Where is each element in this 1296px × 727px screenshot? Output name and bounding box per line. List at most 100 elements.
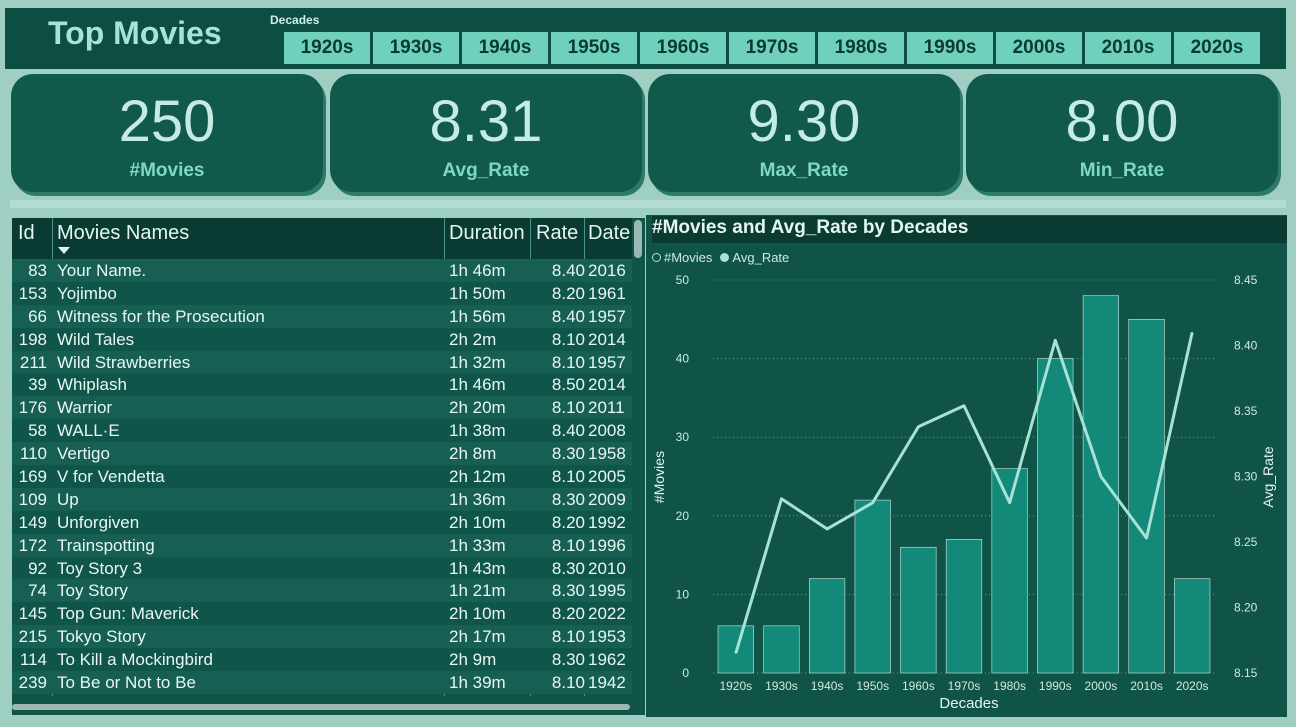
cell-rate: 8.20 (551, 604, 585, 624)
cell-id: 215 (18, 627, 47, 647)
table-row[interactable]: 39 Whiplash 1h 46m 8.50 2014 (12, 373, 632, 397)
cell-date: 1996 (588, 535, 626, 555)
decade-button-2000s[interactable]: 2000s (995, 31, 1083, 65)
table-row[interactable]: 114 To Kill a Mockingbird 2h 9m 8.30 1962 (12, 648, 632, 672)
cell-date: 1957 (588, 306, 626, 326)
column-header-date[interactable]: Date (588, 222, 631, 244)
decade-button-2010s[interactable]: 2010s (1084, 31, 1172, 65)
cell-movie-name: Witness for the Prosecution (57, 306, 265, 326)
table-row[interactable]: 239 To Be or Not to Be 1h 39m 8.10 1942 (12, 671, 632, 694)
cell-movie-name: Your Name. (57, 261, 147, 280)
bar-1940s (808, 578, 846, 674)
table-row[interactable]: 211 Wild Strawberries 1h 32m 8.10 1957 (12, 350, 632, 374)
table-row[interactable]: 215 Tokyo Story 2h 17m 8.10 1953 (12, 625, 632, 649)
table-row[interactable]: 153 Yojimbo 1h 50m 8.20 1961 (12, 281, 632, 305)
table-row[interactable]: 149 Unforgiven 2h 10m 8.20 1992 (12, 510, 632, 534)
cell-id: 83 (28, 261, 47, 280)
sort-descending-icon (58, 247, 70, 254)
decade-button-1930s[interactable]: 1930s (372, 31, 460, 65)
table-row[interactable]: 145 Top Gun: Maverick 2h 10m 8.20 2022 (12, 602, 632, 626)
chart-legend: #Movies Avg_Rate (652, 250, 797, 265)
cell-duration: 1h 33m (449, 535, 506, 555)
cell-rate: 8.30 (551, 650, 585, 670)
x-tick-label: 1950s (856, 679, 889, 693)
y2-tick-label: 8.20 (1234, 601, 1258, 615)
kpi-card-max-rate: 9.30 Max_Rate (648, 74, 960, 192)
cell-rate: 8.50 (551, 375, 585, 395)
y2-tick-label: 8.45 (1234, 273, 1258, 287)
cell-duration: 1h 36m (449, 489, 506, 509)
decade-button-1990s[interactable]: 1990s (906, 31, 994, 65)
cell-movie-name: Tokyo Story (57, 627, 146, 647)
table-row[interactable]: 169 V for Vendetta 2h 12m 8.10 2005 (12, 465, 632, 488)
decade-button-1980s[interactable]: 1980s (817, 31, 905, 65)
cell-rate: 8.30 (551, 581, 585, 601)
cell-duration: 2h 17m (449, 627, 506, 647)
bar-1930s (763, 625, 800, 674)
column-header-id[interactable]: Id (18, 222, 35, 244)
legend-item-movies[interactable]: #Movies (652, 250, 712, 265)
column-header-rate[interactable]: Rate (536, 222, 579, 244)
table-row[interactable]: 110 Vertigo 2h 8m 8.30 1958 (12, 442, 632, 466)
decade-button-1940s[interactable]: 1940s (461, 31, 549, 65)
chart-title: #Movies and Avg_Rate by Decades (652, 217, 969, 238)
cell-date: 1942 (588, 673, 626, 693)
kpi-card-movies: 250 #Movies (11, 74, 323, 192)
table-row[interactable]: 58 WALL·E 1h 38m 8.40 2008 (12, 419, 632, 443)
bar-2010s (1128, 319, 1165, 674)
cell-id: 110 (19, 444, 47, 464)
decade-button-1960s[interactable]: 1960s (639, 31, 727, 65)
table-row[interactable]: 176 Warrior 2h 20m 8.10 2011 (12, 396, 632, 420)
cell-duration: 1h 50m (449, 283, 506, 303)
cell-movie-name: Vertigo (57, 444, 110, 464)
y2-tick-label: 8.25 (1234, 535, 1258, 549)
vertical-scrollbar[interactable] (634, 220, 642, 258)
decade-button-2020s[interactable]: 2020s (1173, 31, 1261, 65)
cell-id: 198 (18, 329, 47, 349)
kpi-value: 8.31 (429, 89, 543, 154)
cell-rate: 8.10 (551, 329, 585, 349)
column-header-name[interactable]: Movies Names (57, 222, 190, 244)
decade-button-1970s[interactable]: 1970s (728, 31, 816, 65)
cell-rate: 8.10 (551, 398, 585, 418)
cell-id: 153 (18, 283, 47, 303)
decade-button-1920s[interactable]: 1920s (283, 31, 371, 65)
kpi-label: Avg_Rate (442, 160, 530, 181)
x-tick-label: 1980s (993, 679, 1026, 693)
chart-plot: 0 10 20 30 40 50 8.15 8.20 8.25 8.30 8.35 8.40 8.45 1… (651, 273, 1276, 712)
horizontal-scrollbar[interactable] (12, 704, 630, 710)
cell-rate: 8.40 (551, 421, 585, 441)
cell-duration: 2h 8m (449, 444, 497, 464)
cell-date: 1995 (588, 581, 626, 601)
cell-duration: 2h 10m (449, 512, 506, 532)
cell-date: 1957 (588, 352, 626, 372)
table-row[interactable]: 83 Your Name. 1h 46m 8.40 2016 (12, 259, 632, 282)
table-row[interactable]: 172 Trainspotting 1h 33m 8.10 1996 (12, 533, 632, 557)
x-tick-label: 1920s (719, 679, 752, 693)
table-row[interactable]: 74 Toy Story 1h 21m 8.30 1995 (12, 579, 632, 603)
cell-id: 39 (28, 375, 47, 395)
table-row[interactable]: 109 Up 1h 36m 8.30 2009 (12, 487, 632, 511)
table-row[interactable]: 198 Wild Tales 2h 2m 8.10 2014 (12, 327, 632, 351)
legend-item-avg-rate[interactable]: Avg_Rate (720, 250, 789, 265)
movies-table: Id Movies Names Duration Rate Date 83 You… (12, 218, 645, 715)
avg-rate-point (1054, 339, 1056, 341)
column-header-duration[interactable]: Duration (449, 222, 525, 244)
decade-button-1950s[interactable]: 1950s (550, 31, 638, 65)
kpi-card-avg-rate: 8.31 Avg_Rate (330, 74, 642, 192)
avg-rate-point (1009, 502, 1011, 504)
x-tick-label: 1990s (1039, 679, 1072, 693)
table-row[interactable]: 92 Toy Story 3 1h 43m 8.30 2010 (12, 556, 632, 580)
cell-duration: 1h 56m (449, 306, 506, 326)
cell-date: 2008 (588, 421, 626, 441)
y-axis-title: #Movies (651, 451, 667, 503)
cell-date: 1961 (588, 283, 626, 303)
decades-slicer-label: Decades (270, 13, 320, 27)
kpi-label: Max_Rate (759, 160, 849, 181)
cell-id: 66 (28, 306, 47, 326)
table-row[interactable]: 66 Witness for the Prosecution 1h 56m 8.40 1… (12, 304, 632, 328)
kpi-card-min-rate: 8.00 Min_Rate (966, 74, 1278, 192)
cell-movie-name: To Be or Not to Be (57, 673, 196, 693)
cell-movie-name: V for Vendetta (57, 467, 165, 487)
cell-date: 2014 (588, 375, 626, 395)
